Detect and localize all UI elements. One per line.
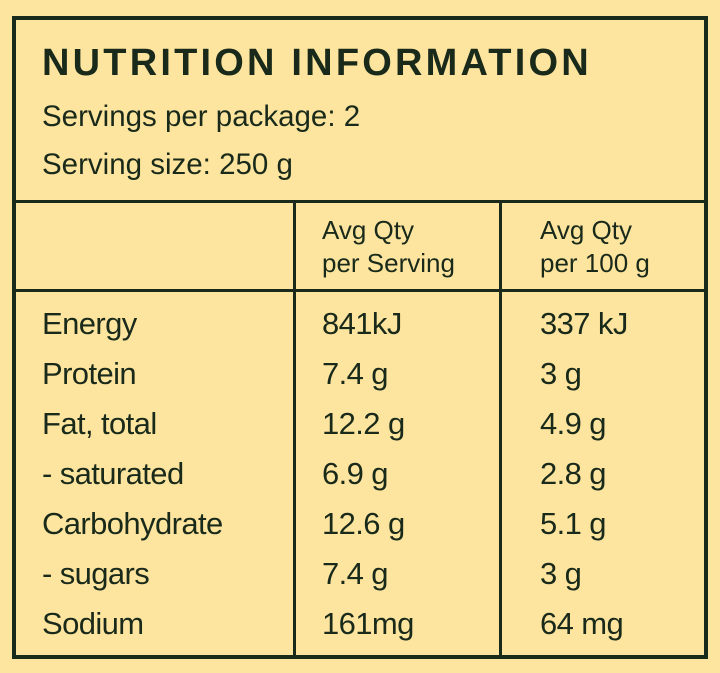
nutrient-table-body: Energy 841kJ 337 kJ Protein 7.4 g 3 g Fa… <box>16 306 704 656</box>
per-serving-value: 161mg <box>322 606 414 641</box>
per-100g-value: 2.8 g <box>540 456 607 491</box>
column-divider-1 <box>293 200 296 655</box>
column-header-per-100g: Avg Qty per 100 g <box>540 214 650 280</box>
per-100g-value: 3 g <box>540 356 582 391</box>
per-serving-value: 7.4 g <box>322 556 389 591</box>
per-100g-value: 3 g <box>540 556 582 591</box>
per-serving-value: 7.4 g <box>322 356 389 391</box>
table-row: Carbohydrate 12.6 g 5.1 g <box>16 506 704 556</box>
column-header-line: per Serving <box>322 248 455 278</box>
table-row: Energy 841kJ 337 kJ <box>16 306 704 356</box>
nutrient-name: - sugars <box>42 556 150 591</box>
table-row: Protein 7.4 g 3 g <box>16 356 704 406</box>
per-100g-value: 337 kJ <box>540 306 628 341</box>
column-header-per-serving: Avg Qty per Serving <box>322 214 455 280</box>
per-100g-value: 64 mg <box>540 606 624 641</box>
per-serving-value: 12.2 g <box>322 406 405 441</box>
nutrition-panel: NUTRITION INFORMATION Servings per packa… <box>12 16 708 659</box>
per-serving-value: 12.6 g <box>322 506 405 541</box>
nutrient-name: Sodium <box>42 606 144 641</box>
per-serving-value: 841kJ <box>322 306 402 341</box>
nutrient-name: Energy <box>42 306 137 341</box>
column-divider-2 <box>499 200 502 655</box>
column-header-line: per 100 g <box>540 248 650 278</box>
per-100g-value: 5.1 g <box>540 506 607 541</box>
nutrient-name: Fat, total <box>42 406 157 441</box>
per-100g-value: 4.9 g <box>540 406 607 441</box>
divider-header <box>16 200 704 203</box>
divider-column-header <box>16 289 704 292</box>
per-serving-value: 6.9 g <box>322 456 389 491</box>
serving-size: Serving size: 250 g <box>42 148 293 181</box>
nutrient-name: Protein <box>42 356 137 391</box>
panel-title: NUTRITION INFORMATION <box>42 42 592 84</box>
table-row: Fat, total 12.2 g 4.9 g <box>16 406 704 456</box>
table-row: - saturated 6.9 g 2.8 g <box>16 456 704 506</box>
table-row: Sodium 161mg 64 mg <box>16 606 704 656</box>
table-row: - sugars 7.4 g 3 g <box>16 556 704 606</box>
column-header-line: Avg Qty <box>540 215 633 245</box>
nutrient-name: Carbohydrate <box>42 506 223 541</box>
column-header-line: Avg Qty <box>322 215 415 245</box>
nutrient-name: - saturated <box>42 456 184 491</box>
servings-per-package: Servings per package: 2 <box>42 100 361 133</box>
